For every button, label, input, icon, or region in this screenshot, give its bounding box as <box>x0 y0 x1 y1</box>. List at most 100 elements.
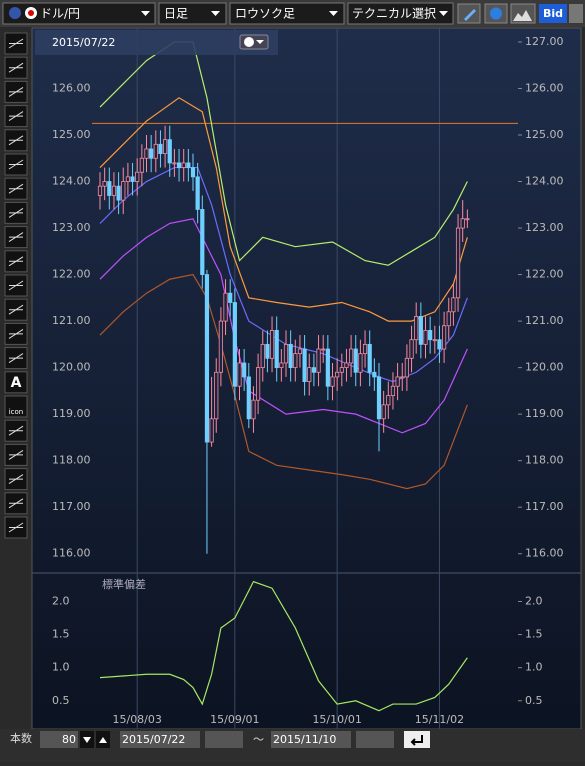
flag-jp-dot <box>28 10 34 16</box>
end-input[interactable] <box>271 731 351 748</box>
candle-body <box>223 292 228 322</box>
candle-body <box>181 162 186 168</box>
candle-body <box>176 162 182 168</box>
flag-us <box>9 7 21 19</box>
return-icon <box>410 735 423 746</box>
tool-glyph <box>8 256 24 267</box>
candle-body <box>386 395 391 406</box>
plot: 15/08/03 15/09/01 15/10/01 15/11/02 116.00 11… <box>52 28 564 729</box>
y-tick-label-right: 116.00 <box>525 547 564 560</box>
style-select[interactable] <box>229 2 345 25</box>
candle-body <box>190 167 196 178</box>
start-input[interactable] <box>120 731 200 748</box>
x-tick-label: 15/08/03 <box>112 713 161 726</box>
info-icon <box>490 7 502 20</box>
technical-select[interactable] <box>347 2 454 25</box>
y-tick-label-left: 116.00 <box>52 547 91 560</box>
candle-body <box>279 362 284 369</box>
y-tick-label-right: 0.5 <box>525 694 543 707</box>
pair-select[interactable] <box>2 2 156 25</box>
y-tick-label-left: 2.0 <box>52 594 70 607</box>
candle-body <box>335 371 340 378</box>
candle-body <box>125 176 130 182</box>
dropdown-arrow <box>211 11 220 16</box>
period-select[interactable] <box>158 2 227 25</box>
candle-body <box>339 367 344 373</box>
candle-body <box>330 376 335 387</box>
x-tick-label: 15/11/02 <box>415 713 464 726</box>
apply-button[interactable] <box>404 731 430 748</box>
tool-button[interactable] <box>4 395 28 418</box>
candle-body <box>297 348 303 355</box>
candle-body <box>209 418 214 443</box>
y-tick-label-right: 123.00 <box>525 221 564 234</box>
ask-button[interactable] <box>569 4 583 23</box>
y-tick-label-right: 2.0 <box>525 594 543 607</box>
y-tick-label-left: 0.5 <box>52 694 70 707</box>
candle-body <box>293 353 298 369</box>
candle-body <box>302 348 307 382</box>
candle-body <box>311 367 317 373</box>
candle-body <box>251 399 256 420</box>
period-label: 日足 <box>164 7 188 21</box>
header-arrow <box>256 40 264 44</box>
candle-body <box>274 330 279 369</box>
candle-body <box>362 343 368 355</box>
start-time-input[interactable] <box>205 731 243 748</box>
dropdown-arrow <box>141 11 150 16</box>
y-tick-label-left: 1.5 <box>52 628 70 641</box>
candle-body <box>232 302 237 387</box>
pencil-button[interactable] <box>457 3 481 24</box>
candle-body <box>414 316 419 341</box>
candle-body <box>344 362 349 369</box>
candle-body <box>446 311 451 327</box>
candle-body <box>172 162 177 165</box>
y-tick-label-right: 125.00 <box>525 128 564 141</box>
header-date: 2015/07/22 <box>52 36 115 49</box>
header-box <box>35 30 278 55</box>
candle-body <box>395 376 400 387</box>
tool-button[interactable] <box>4 371 28 394</box>
y-tick-label-left: 125.00 <box>52 128 91 141</box>
y-tick-label-right: 117.00 <box>525 500 564 513</box>
end-date: 2015/11/10 <box>273 733 336 746</box>
candle-body <box>307 367 312 382</box>
up-arrow <box>99 737 107 743</box>
candle-body <box>432 339 437 342</box>
candle-body <box>167 139 172 164</box>
tool-glyph <box>8 425 24 436</box>
tool-icon-label: icon <box>9 408 24 416</box>
y-tick-label-right: 122.00 <box>525 268 564 281</box>
x-tick-label: 15/10/01 <box>312 713 361 726</box>
candle-body <box>409 339 414 359</box>
bid-button[interactable] <box>539 4 567 23</box>
tool-glyph <box>8 280 24 291</box>
candle-body <box>265 343 270 359</box>
candle-body <box>455 227 461 299</box>
y-tick-label-left: 120.00 <box>52 361 91 374</box>
stdev-line <box>99 580 468 712</box>
y-tick-label-right: 120.00 <box>525 361 564 374</box>
candle-body <box>195 176 200 210</box>
candle-body <box>218 320 223 373</box>
candle-body <box>451 297 456 313</box>
tool-glyph <box>8 38 24 49</box>
y-tick-label-left: 121.00 <box>52 314 91 327</box>
tool-glyph <box>8 86 24 97</box>
candle-body <box>102 181 107 187</box>
end-time-input[interactable] <box>356 731 394 748</box>
count-input[interactable] <box>40 731 78 748</box>
technical-label: テクニカル選択 <box>352 7 436 21</box>
y-tick-label-left: 119.00 <box>52 407 91 420</box>
candle-body <box>204 274 210 443</box>
candle-body <box>153 143 158 159</box>
candle-body <box>107 181 112 196</box>
candle-body <box>428 330 433 341</box>
candle-body <box>376 376 382 420</box>
candle-body <box>130 176 135 182</box>
tool-glyph <box>8 207 24 218</box>
tool-glyph <box>8 135 24 146</box>
tool-glyph <box>8 498 24 509</box>
tool-glyph <box>8 111 24 122</box>
